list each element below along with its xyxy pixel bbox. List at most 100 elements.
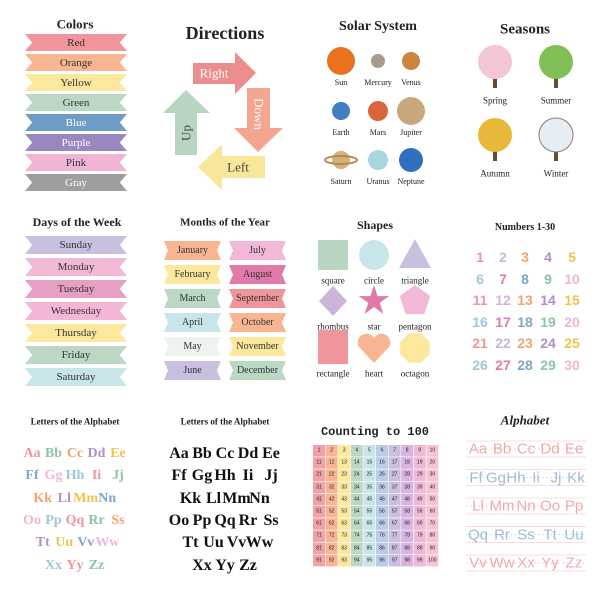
- count-cell: [413, 506, 426, 518]
- count-cell: [413, 469, 426, 481]
- count-number: 57: [391, 508, 398, 515]
- number: 5: [568, 249, 576, 265]
- letter-pair: Bb: [192, 445, 212, 462]
- color-band: Purple: [25, 134, 127, 151]
- letter-pair: Hh: [214, 467, 236, 485]
- month-band: July: [229, 241, 286, 260]
- count-cell: [426, 445, 439, 457]
- letter-pair: Tt: [182, 534, 199, 552]
- count-number: 30: [429, 471, 436, 478]
- number: 14: [540, 292, 556, 308]
- count-number: 68: [404, 520, 410, 527]
- shape-name: pentagon: [398, 321, 432, 332]
- trace-letter: Pp: [564, 497, 584, 515]
- count-number: 11: [316, 459, 322, 466]
- trace-letter: Cc: [516, 440, 536, 458]
- count-cell: [401, 530, 414, 542]
- day-band: Tuesday: [25, 280, 127, 298]
- count-cell: [376, 554, 388, 567]
- letter-pair: Ff: [171, 467, 187, 485]
- letter-pair: Pp: [45, 512, 62, 528]
- count-number: 89: [417, 545, 423, 552]
- count-number: 99: [417, 557, 423, 564]
- count-number: 74: [354, 532, 360, 539]
- count-cell: [413, 445, 426, 457]
- shape: [399, 239, 431, 268]
- count-cell: [338, 469, 351, 481]
- number: 13: [517, 292, 533, 308]
- planet: [397, 97, 425, 125]
- count-cell: [426, 518, 439, 530]
- count-cell: [338, 554, 351, 567]
- letter-pair: Vv: [77, 535, 95, 551]
- tree-crown: [478, 45, 512, 79]
- count-cell: [363, 457, 376, 469]
- letter-pair: Ss: [111, 512, 125, 528]
- count-number: 29: [417, 471, 423, 478]
- count-number: 33: [341, 484, 347, 491]
- count-cell: [363, 554, 376, 567]
- count-cell: [325, 493, 338, 506]
- letter-pair: Cc: [66, 446, 84, 461]
- letter-pair: Oo: [23, 512, 41, 528]
- trace-letter: Dd: [540, 440, 560, 458]
- count-cell: [413, 481, 426, 494]
- letter-pair: Aa: [169, 445, 189, 462]
- count-number: 9: [418, 447, 422, 454]
- trace-letter: Yy: [541, 554, 559, 572]
- trace-letter: Aa: [468, 440, 488, 458]
- count-cell: [325, 457, 338, 469]
- count-number: 76: [379, 532, 385, 539]
- season-name: Spring: [482, 95, 508, 106]
- count-cell: [388, 518, 401, 530]
- count-number: 3: [342, 447, 346, 454]
- letter-pair: Jj: [264, 467, 278, 485]
- shape: [400, 333, 430, 363]
- count-cell: [401, 493, 414, 506]
- trace-letter: Bb: [492, 440, 512, 458]
- count-cell: [313, 542, 325, 555]
- count-number: 58: [404, 508, 410, 515]
- count-cell: [338, 481, 351, 494]
- count-number: 71: [316, 532, 322, 539]
- tree-crown: [539, 45, 573, 79]
- letter-pair: Dd: [87, 446, 106, 461]
- count-number: 8: [405, 447, 409, 454]
- month-band: September: [229, 289, 286, 308]
- number: 12: [495, 292, 511, 308]
- shape: [319, 286, 347, 316]
- tree-crown: [478, 118, 512, 152]
- count-cell: [388, 506, 401, 518]
- count-cell: [401, 481, 414, 494]
- season-name: Winter: [543, 168, 569, 179]
- count-cell: [350, 530, 363, 542]
- number: 22: [495, 335, 511, 351]
- card-title: Seasons: [499, 21, 551, 38]
- shape: [399, 285, 431, 314]
- count-cell: [313, 445, 325, 457]
- count-cell: [350, 554, 363, 567]
- count-cell: [426, 493, 439, 506]
- number: 2: [499, 249, 507, 265]
- count-number: 79: [417, 532, 423, 539]
- trace-letter: Oo: [539, 497, 561, 515]
- count-cell: [388, 530, 401, 542]
- count-cell: [325, 554, 338, 567]
- count-number: 47: [391, 496, 398, 503]
- count-number: 100: [428, 557, 437, 564]
- count-number: 94: [354, 557, 360, 564]
- letter-pair: Gg: [191, 467, 213, 485]
- count-cell: [338, 518, 351, 530]
- count-number: 13: [341, 459, 347, 466]
- month-band: January: [164, 241, 221, 260]
- arrow-label: Right: [199, 65, 229, 81]
- letter-pair: Tt: [35, 535, 50, 551]
- letter-pair: Yy: [215, 556, 235, 574]
- count-cell: [325, 542, 338, 555]
- count-cell: [376, 506, 388, 518]
- day-band: Thursday: [25, 324, 127, 342]
- letter-pair: Ee: [110, 446, 126, 461]
- count-cell: [401, 457, 414, 469]
- card-title: Alphabet: [500, 412, 550, 428]
- shape: [357, 333, 391, 363]
